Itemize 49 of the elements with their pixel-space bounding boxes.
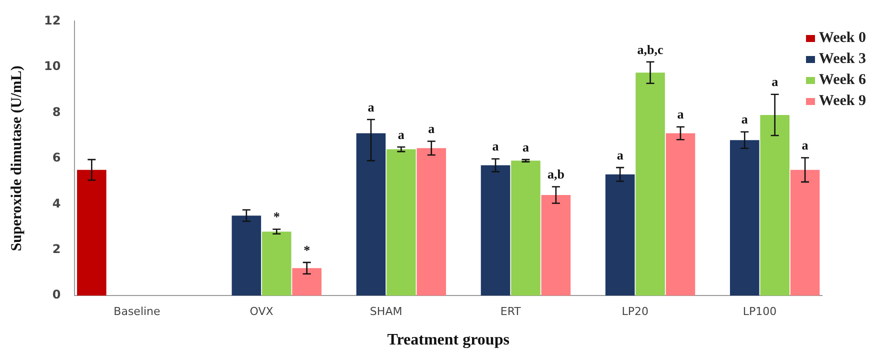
bar	[77, 170, 106, 296]
data-label: *	[273, 209, 280, 224]
data-label: *	[304, 242, 310, 258]
data-label: a	[398, 126, 405, 142]
x-tick-label: OVX	[250, 305, 274, 318]
data-label: a	[741, 112, 748, 127]
data-label: a,b,c	[637, 42, 664, 57]
x-tick-label: LP100	[742, 305, 777, 318]
y-tick-label: 0	[52, 288, 61, 302]
legend-label: Week 9	[818, 93, 866, 110]
bar	[386, 149, 416, 296]
x-tick-label: LP20	[622, 305, 649, 318]
bar	[730, 140, 760, 296]
data-label: a	[368, 99, 375, 114]
y-axis-title: Superoxide dimutase (U/mL)	[8, 66, 25, 252]
legend-label: Week 6	[818, 72, 866, 89]
bar	[262, 232, 292, 296]
x-tick-label: SHAM	[370, 305, 402, 318]
bar	[292, 268, 322, 296]
bar	[790, 170, 820, 296]
x-tick-label: ERT	[500, 305, 522, 318]
y-tick-label: 4	[52, 196, 61, 210]
y-tick-label: 2	[52, 242, 61, 256]
data-label: a	[677, 106, 684, 122]
data-label: a	[492, 138, 500, 154]
x-axis-title: Treatment groups	[387, 332, 510, 349]
data-label: a	[428, 121, 436, 136]
y-tick-label: 10	[44, 59, 61, 74]
bar	[356, 133, 386, 296]
y-tick-label: 6	[52, 150, 61, 165]
y-tick-label: 8	[52, 104, 61, 119]
bar	[760, 114, 790, 296]
legend-label: Week 3	[818, 51, 866, 68]
y-tick-label: 12	[44, 13, 61, 28]
legend-label: Week 0	[818, 30, 866, 47]
bar	[480, 165, 510, 296]
data-label: a,b	[547, 166, 564, 182]
data-label: a	[772, 74, 779, 90]
bar	[541, 194, 571, 296]
bar	[511, 160, 540, 296]
data-label: a	[522, 139, 530, 154]
bar	[605, 174, 635, 296]
bar	[232, 216, 262, 296]
x-tick-label: Baseline	[114, 305, 161, 318]
bar	[636, 72, 665, 296]
data-label: a	[616, 147, 624, 162]
data-label: a	[802, 138, 809, 153]
bar	[416, 148, 446, 296]
bar	[666, 133, 696, 296]
